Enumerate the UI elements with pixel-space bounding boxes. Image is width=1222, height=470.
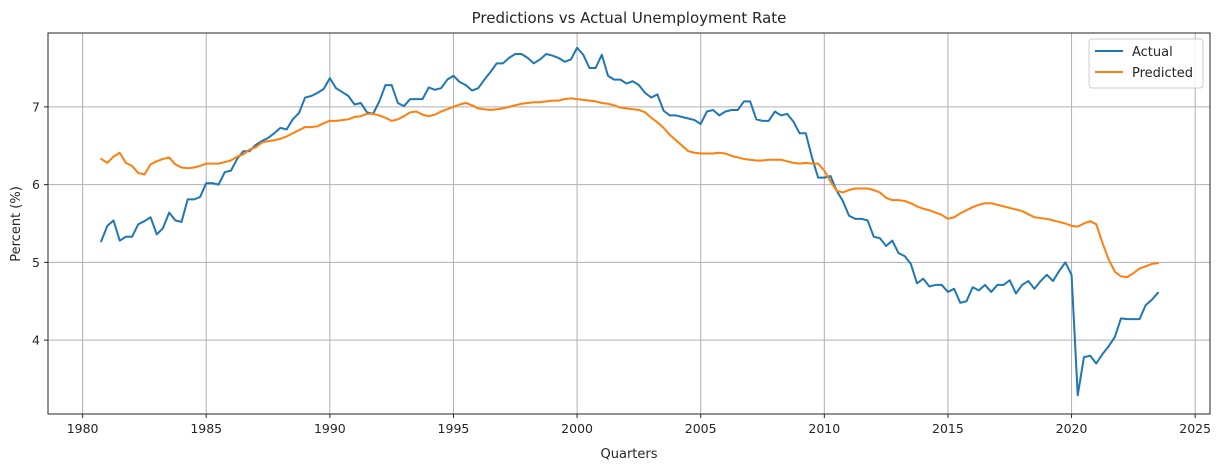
grid bbox=[48, 33, 1210, 414]
x-tick-label: 1990 bbox=[314, 421, 346, 436]
y-axis-label: Percent (%) bbox=[9, 186, 24, 262]
x-tick-label: 2020 bbox=[1056, 421, 1088, 436]
series-line-predicted bbox=[100, 97, 1160, 279]
y-tick-label: 7 bbox=[32, 99, 40, 114]
x-axis-label: Quarters bbox=[601, 447, 658, 462]
x-tick-label: 2010 bbox=[808, 421, 840, 436]
legend: Actual Predicted bbox=[1088, 38, 1204, 89]
x-tick-label: 2025 bbox=[1179, 421, 1211, 436]
x-tick-label: 1995 bbox=[438, 421, 470, 436]
x-tick-label: 2015 bbox=[932, 421, 964, 436]
y-tick-label: 6 bbox=[32, 177, 40, 192]
y-tick-label: 5 bbox=[32, 255, 40, 270]
chart-title: Predictions vs Actual Unemployment Rate bbox=[472, 9, 787, 27]
legend-label-actual: Actual bbox=[1132, 45, 1173, 60]
x-tick-label: 1980 bbox=[67, 421, 99, 436]
x-tick-label: 2000 bbox=[561, 421, 593, 436]
plot-frame bbox=[47, 32, 1211, 415]
y-axis: 4 5 6 7 bbox=[32, 99, 48, 348]
legend-label-predicted: Predicted bbox=[1132, 66, 1193, 81]
series-line-actual bbox=[100, 46, 1160, 397]
series-lines bbox=[100, 46, 1160, 397]
x-axis: 1980 1985 1990 1995 2000 2005 2010 2015 2020 2025 bbox=[67, 414, 1211, 436]
y-tick-label: 4 bbox=[32, 333, 40, 348]
x-tick-label: 1985 bbox=[190, 421, 222, 436]
x-tick-label: 2005 bbox=[685, 421, 717, 436]
